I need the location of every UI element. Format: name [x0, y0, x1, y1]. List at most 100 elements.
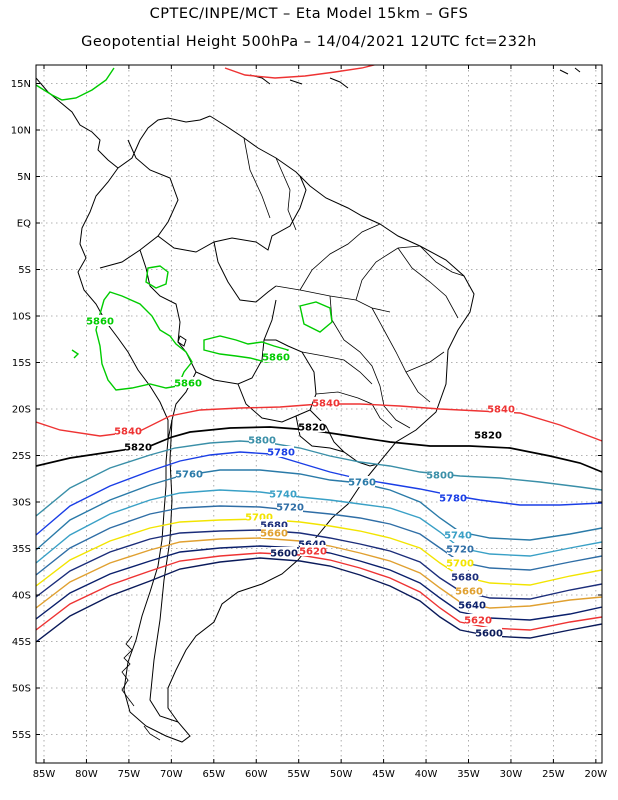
contour-label-bg	[300, 545, 326, 556]
contour-label-5820: 5820	[298, 423, 326, 434]
lat-label: 20S	[12, 405, 31, 416]
lat-label: 35S	[12, 544, 31, 555]
lon-label: 60W	[245, 769, 268, 780]
contour-5800	[36, 440, 602, 517]
contour-label-bg	[445, 529, 471, 540]
brazil-state-lines	[243, 137, 465, 429]
contour-label-bg	[313, 397, 339, 408]
lon-label: 85W	[33, 769, 56, 780]
contour-label-bg	[263, 351, 289, 362]
contour-label-bg	[465, 614, 491, 625]
lon-label: 30W	[500, 769, 523, 780]
contour-label-5600: 5600	[475, 629, 503, 640]
contour-label-5820: 5820	[474, 431, 502, 442]
contour-label-bg	[268, 446, 294, 457]
contour-label-5780: 5780	[267, 448, 295, 459]
contour-label-bg	[87, 315, 113, 326]
contour-label-5700: 5700	[245, 513, 273, 524]
lat-label: EQ	[17, 219, 31, 230]
contour-5640	[36, 545, 602, 621]
contour-label-bg	[125, 441, 151, 452]
contour-5860	[299, 301, 333, 333]
contour-label-bg	[349, 476, 375, 487]
contour-label-bg	[459, 599, 485, 610]
lat-label: 50S	[12, 684, 31, 695]
contour-label-bg	[277, 501, 303, 512]
lon-label: 75W	[118, 769, 141, 780]
contour-label-5660: 5660	[260, 529, 288, 540]
central-america-outline	[36, 77, 211, 169]
contour-label-5760: 5760	[175, 470, 203, 481]
contour-label-5860: 5860	[262, 353, 290, 364]
country-borders	[99, 139, 379, 467]
contour-label-bg	[115, 425, 141, 436]
contour-label-bg	[440, 492, 466, 503]
lon-label: 65W	[202, 769, 225, 780]
lat-label: 40S	[12, 591, 31, 602]
contour-label-bg	[299, 421, 325, 432]
contour-5780	[36, 451, 602, 536]
contour-5860	[36, 67, 115, 101]
lat-label: 15N	[11, 79, 31, 90]
contour-label-bg	[456, 585, 482, 596]
contour-label-5780: 5780	[439, 494, 467, 505]
contour-label-bg	[476, 627, 502, 638]
contour-labels: 5860 5860 5860 5840 5840 5840 5820 5820 5820 5800…	[86, 315, 515, 640]
contour-5860	[145, 265, 169, 289]
contour-5840	[224, 65, 377, 79]
lat-label: 55S	[12, 730, 31, 741]
contour-label-bg	[427, 469, 453, 480]
contour-5660	[36, 537, 602, 609]
contour-label-5800: 5800	[248, 436, 276, 447]
lat-label: 10S	[12, 312, 31, 323]
contour-5860	[71, 349, 80, 359]
contour-label-5820: 5820	[124, 443, 152, 454]
contour-5860	[95, 291, 193, 391]
contour-label-5860: 5860	[86, 317, 114, 328]
contour-label-5840: 5840	[114, 427, 142, 438]
contour-label-5700: 5700	[446, 559, 474, 570]
lon-label: 40W	[415, 769, 438, 780]
contour-5740	[36, 489, 602, 564]
lat-label: 25S	[12, 451, 31, 462]
contour-label-bg	[261, 527, 287, 538]
contour-label-bg	[271, 547, 297, 558]
lon-label: 55W	[287, 769, 310, 780]
lat-label: 30S	[12, 498, 31, 509]
lat-label: 10N	[11, 126, 31, 137]
andes-border	[149, 419, 179, 723]
lat-label: 5S	[18, 265, 31, 276]
contour-5760	[36, 469, 602, 551]
contour-label-bg	[270, 488, 296, 499]
lon-label: 25W	[542, 769, 565, 780]
contour-label-bg	[452, 571, 478, 582]
contour-label-bg	[475, 429, 501, 440]
contour-label-5620: 5620	[299, 547, 327, 558]
contour-label-5840: 5840	[487, 405, 515, 416]
contour-label-bg	[261, 519, 287, 530]
lon-label: 80W	[75, 769, 98, 780]
contour-label-5720: 5720	[276, 503, 304, 514]
graticule	[36, 65, 602, 763]
contour-label-5660: 5660	[455, 587, 483, 598]
title-line-2: Geopotential Height 500hPa – 14/04/2021 …	[81, 34, 537, 50]
map-frame	[35, 64, 603, 764]
lat-label: 5N	[17, 172, 31, 183]
contour-label-5800: 5800	[426, 471, 454, 482]
contour-5700	[36, 518, 602, 587]
contour-label-bg	[176, 468, 202, 479]
lon-label: 70W	[160, 769, 183, 780]
caribbean-islands	[249, 67, 581, 89]
contour-5680	[36, 529, 602, 600]
contour-label-5620: 5620	[464, 616, 492, 627]
contour-label-5840: 5840	[312, 399, 340, 410]
contour-label-5740: 5740	[444, 531, 472, 542]
lon-label: 35W	[457, 769, 480, 780]
contour-label-5680: 5680	[260, 521, 288, 532]
lon-label: 45W	[372, 769, 395, 780]
contour-label-bg	[249, 434, 275, 445]
lat-label: 45S	[12, 637, 31, 648]
contour-label-bg	[447, 543, 473, 554]
contour-label-bg	[299, 538, 325, 549]
